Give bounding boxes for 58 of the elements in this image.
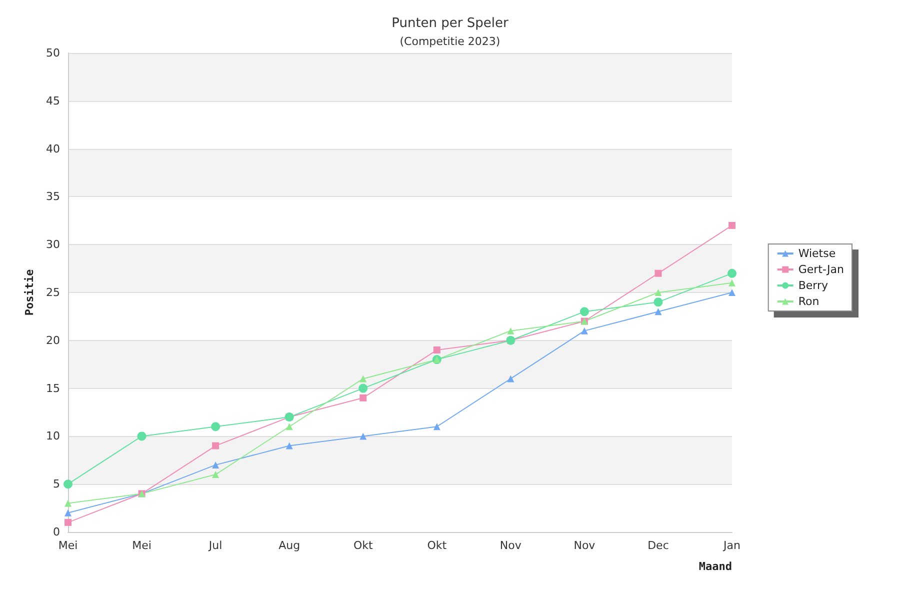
legend-label: Gert-Jan xyxy=(798,263,844,276)
x-tick-label: Dec xyxy=(648,539,669,552)
legend-label: Berry xyxy=(798,279,828,292)
y-tick-label: 30 xyxy=(46,238,60,252)
x-tick-label: Jan xyxy=(722,539,740,552)
legend-label: Ron xyxy=(798,295,820,308)
point xyxy=(654,289,662,296)
point xyxy=(212,471,220,478)
point xyxy=(64,509,72,516)
point xyxy=(728,289,736,296)
y-axis-title: Positie xyxy=(23,268,36,316)
y-tick-label: 50 xyxy=(46,46,60,60)
point xyxy=(728,268,736,278)
point xyxy=(64,518,72,526)
point xyxy=(507,327,514,334)
point xyxy=(507,375,514,382)
y-tick-label: 0 xyxy=(53,526,60,538)
y-tick-label: 35 xyxy=(46,190,60,204)
point xyxy=(360,394,367,402)
y-tick-label: 5 xyxy=(53,478,60,491)
y-tick-label: 15 xyxy=(46,382,60,395)
point xyxy=(728,222,736,229)
point xyxy=(137,432,146,441)
x-tick-label: Mei xyxy=(58,539,78,552)
point xyxy=(286,442,293,450)
x-tick-label: Nov xyxy=(574,539,596,552)
point xyxy=(433,346,440,354)
chart-title: Punten per Speler xyxy=(392,16,510,31)
point xyxy=(360,432,367,440)
point xyxy=(580,327,588,334)
point xyxy=(64,480,72,489)
point xyxy=(654,308,662,316)
point xyxy=(286,423,293,430)
point xyxy=(433,423,440,430)
y-tick-label: 45 xyxy=(46,94,60,108)
point xyxy=(211,422,220,432)
point xyxy=(358,384,368,393)
x-tick-label: Jul xyxy=(208,539,222,552)
x-tick-label: Aug xyxy=(278,539,300,552)
x-tick-label: Okt xyxy=(427,539,448,552)
point xyxy=(728,279,736,286)
x-tick-label: Mei xyxy=(132,539,152,552)
x-tick-label: Okt xyxy=(353,539,374,552)
point xyxy=(654,298,663,307)
y-tick-label: 10 xyxy=(46,430,60,443)
chart-subtitle: (Competitie 2023) xyxy=(400,35,500,48)
legend-label: Wietse xyxy=(798,247,836,260)
x-tick-label: Nov xyxy=(500,539,522,552)
x-axis-title: Maand xyxy=(698,560,732,573)
y-tick-label: 25 xyxy=(46,286,60,299)
point xyxy=(360,375,367,382)
y-tick-label: 20 xyxy=(46,334,60,347)
point xyxy=(654,270,662,277)
point xyxy=(580,307,589,316)
point xyxy=(212,461,220,468)
point xyxy=(64,500,72,507)
y-tick-label: 40 xyxy=(46,142,60,156)
point xyxy=(212,442,220,450)
